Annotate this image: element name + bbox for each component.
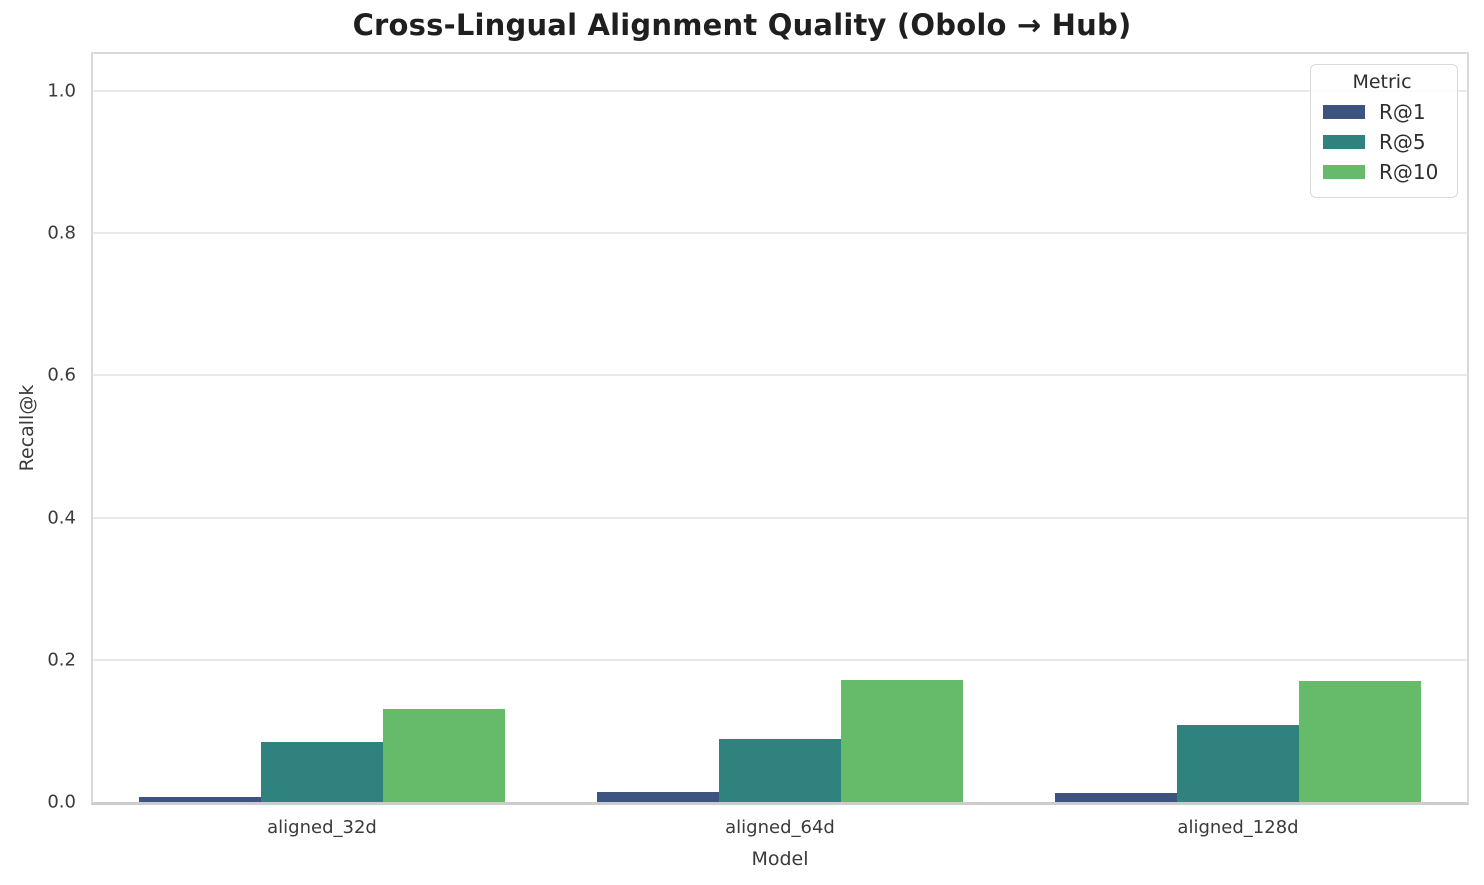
gridline-y-0.6 [93, 374, 1467, 377]
x-axis-label: Model [751, 848, 809, 870]
legend-label: R@1 [1379, 100, 1426, 124]
bar-aligned_128d-r5 [1176, 724, 1300, 802]
plot-area: Metric R@1 R@5 R@10 [91, 52, 1469, 805]
bar-aligned_64d-r1 [596, 792, 719, 802]
legend-swatch-icon [1323, 105, 1365, 119]
bar-aligned_128d-r10 [1299, 681, 1422, 802]
y-axis-label: Recall@k [16, 384, 38, 472]
legend-items: R@1 R@5 R@10 [1323, 97, 1441, 187]
bar-aligned_32d-r5 [260, 741, 384, 802]
legend-item-r10: R@10 [1323, 157, 1441, 187]
bar-aligned_32d-r1 [138, 797, 261, 802]
legend: Metric R@1 R@5 R@10 [1310, 64, 1458, 198]
legend-swatch-icon [1323, 135, 1365, 149]
x-tick-aligned_64d: aligned_64d [725, 817, 835, 838]
y-tick-0.4: 0.4 [47, 507, 76, 529]
legend-item-r1: R@1 [1323, 97, 1441, 127]
bar-aligned_128d-r1 [1054, 793, 1177, 802]
x-tick-aligned_128d: aligned_128d [1177, 817, 1299, 838]
y-tick-0.2: 0.2 [47, 649, 76, 671]
y-tick-1.0: 1.0 [47, 80, 76, 102]
y-tick-0.6: 0.6 [47, 364, 76, 386]
gridline-y-0.8 [93, 232, 1467, 235]
legend-label: R@10 [1379, 160, 1439, 184]
chart-title: Cross-Lingual Alignment Quality (Obolo →… [352, 8, 1132, 42]
bar-aligned_64d-r10 [841, 679, 964, 802]
gridline-y-1 [93, 89, 1467, 92]
bar-aligned_32d-r10 [383, 708, 506, 802]
legend-item-r5: R@5 [1323, 127, 1441, 157]
x-tick-aligned_32d: aligned_32d [267, 817, 377, 838]
bar-aligned_64d-r5 [718, 739, 842, 802]
legend-swatch-icon [1323, 165, 1365, 179]
y-tick-0.0: 0.0 [47, 791, 76, 813]
gridline-y-0.2 [93, 658, 1467, 661]
y-tick-0.8: 0.8 [47, 222, 76, 244]
legend-label: R@5 [1379, 130, 1426, 154]
gridline-y-0.4 [93, 516, 1467, 519]
legend-title: Metric [1352, 71, 1412, 93]
